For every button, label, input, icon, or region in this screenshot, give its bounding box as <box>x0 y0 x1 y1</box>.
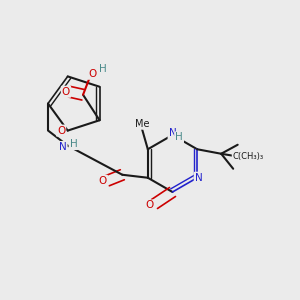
Text: C(CH₃)₃: C(CH₃)₃ <box>232 152 264 161</box>
Text: O: O <box>145 200 153 211</box>
Text: O: O <box>62 87 70 97</box>
Text: Me: Me <box>135 119 149 129</box>
Text: H: H <box>70 139 77 149</box>
Text: H: H <box>99 64 106 74</box>
Text: O: O <box>57 126 65 136</box>
Text: O: O <box>88 69 96 79</box>
Text: N: N <box>169 128 176 139</box>
Text: N: N <box>195 173 203 183</box>
Text: O: O <box>99 176 107 186</box>
Text: N: N <box>59 142 67 152</box>
Text: H: H <box>175 132 183 142</box>
